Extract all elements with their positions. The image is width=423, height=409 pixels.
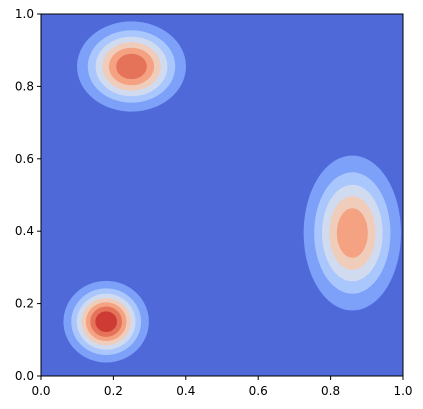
contour-level-1-7 [95, 311, 117, 333]
y-tick-label: 0.0 [15, 369, 34, 383]
x-axis: 0.0 0.2 0.4 0.6 0.8 1.0 [31, 376, 413, 398]
y-tick-label: 0.8 [15, 79, 34, 93]
axes-frame [40, 13, 404, 377]
contour-regions [63, 21, 402, 363]
x-tick-label: 0.6 [249, 384, 268, 398]
contour-level-3-5 [336, 208, 368, 258]
x-tick-label: 0.0 [31, 384, 50, 398]
x-tick-label: 0.4 [176, 384, 195, 398]
y-tick-label: 0.4 [15, 224, 34, 238]
x-tick-label: 0.8 [321, 384, 340, 398]
y-tick-label: 1.0 [15, 7, 34, 21]
x-tick-label: 0.2 [104, 384, 123, 398]
y-axis: 0.0 0.2 0.4 0.6 0.8 1.0 [15, 7, 41, 383]
plot-area [41, 14, 403, 376]
contour-level-2-6 [116, 53, 147, 80]
y-tick-label: 0.6 [15, 152, 34, 166]
y-tick-label: 0.2 [15, 297, 34, 311]
x-tick-label: 1.0 [393, 384, 412, 398]
